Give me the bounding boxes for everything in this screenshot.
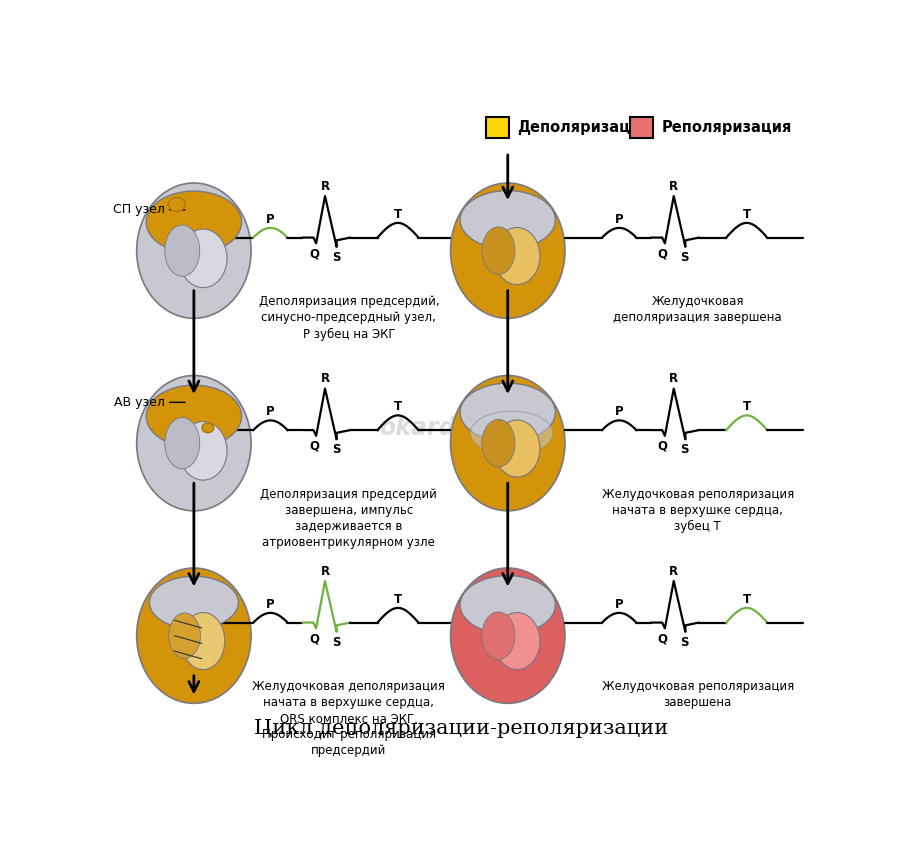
Text: P: P [615,598,624,610]
Text: T: T [742,400,751,413]
Text: Q: Q [658,632,668,646]
Text: S: S [680,443,688,457]
Text: Q: Q [658,247,668,260]
Text: Деполяризация: Деполяризация [517,120,650,135]
Ellipse shape [494,613,540,669]
Ellipse shape [482,227,515,274]
Ellipse shape [179,229,227,288]
Ellipse shape [494,228,540,284]
Ellipse shape [494,420,540,477]
Ellipse shape [165,225,200,276]
Text: R: R [320,180,329,193]
Bar [486,116,509,138]
Text: T: T [394,592,402,605]
Text: АВ узел: АВ узел [114,396,166,408]
Text: P: P [266,213,274,225]
Ellipse shape [460,576,555,634]
Ellipse shape [451,183,565,318]
Ellipse shape [482,419,515,467]
Text: T: T [394,208,402,220]
Ellipse shape [182,613,225,669]
Text: P: P [266,598,274,610]
Ellipse shape [137,568,251,703]
Ellipse shape [137,183,251,318]
Text: P: P [615,405,624,418]
Text: СП узел: СП узел [113,203,166,216]
Ellipse shape [165,418,200,468]
Text: S: S [680,251,688,264]
Ellipse shape [168,613,201,658]
Text: Деполяризация предсердий
завершена, импульс
задерживается в
атриовентрикулярном : Деполяризация предсердий завершена, импу… [260,488,437,549]
Text: P: P [615,213,624,225]
Text: Q: Q [309,632,320,646]
Text: P: P [266,405,274,418]
Ellipse shape [471,411,553,455]
Text: Желудочковая реполяризация
завершена: Желудочковая реполяризация завершена [601,680,794,710]
Ellipse shape [146,385,241,447]
Ellipse shape [149,576,238,629]
Ellipse shape [451,376,565,511]
Text: R: R [670,372,679,386]
Text: Деполяризация предсердий,
синусно-предсердный узел,
Р зубец на ЭКГ: Деполяризация предсердий, синусно-предсе… [258,295,439,340]
Text: S: S [680,636,688,649]
Bar [630,116,653,138]
Text: Желудочковая деполяризация
начата в верхушке сердца,
QRS комплекс на ЭКГ.
Происх: Желудочковая деполяризация начата в верх… [252,680,446,757]
Text: R: R [670,180,679,193]
Ellipse shape [137,376,251,511]
Text: Цикл деполяризации-реполяризации: Цикл деполяризации-реполяризации [254,718,669,738]
Ellipse shape [451,568,565,703]
Text: Q: Q [309,440,320,453]
Text: T: T [394,400,402,413]
Text: T: T [742,592,751,605]
Text: okardio.com: okardio.com [379,416,544,440]
Ellipse shape [202,423,213,433]
Text: T: T [742,208,751,220]
Text: S: S [332,636,340,649]
Text: S: S [332,443,340,457]
Text: S: S [332,251,340,264]
Ellipse shape [482,612,515,659]
Text: Реполяризация: Реполяризация [662,120,792,135]
Text: R: R [320,372,329,386]
Text: R: R [670,565,679,578]
Text: R: R [320,565,329,578]
Ellipse shape [146,191,241,253]
Ellipse shape [168,197,185,211]
Text: Q: Q [658,440,668,453]
Ellipse shape [179,422,227,480]
Text: Желудочковая реполяризация
начата в верхушке сердца,
зубец Т: Желудочковая реполяризация начата в верх… [601,488,794,533]
Text: Q: Q [309,247,320,260]
Text: Желудочковая
деполяризация завершена: Желудочковая деполяризация завершена [613,295,782,324]
Ellipse shape [460,383,555,441]
Ellipse shape [460,191,555,249]
